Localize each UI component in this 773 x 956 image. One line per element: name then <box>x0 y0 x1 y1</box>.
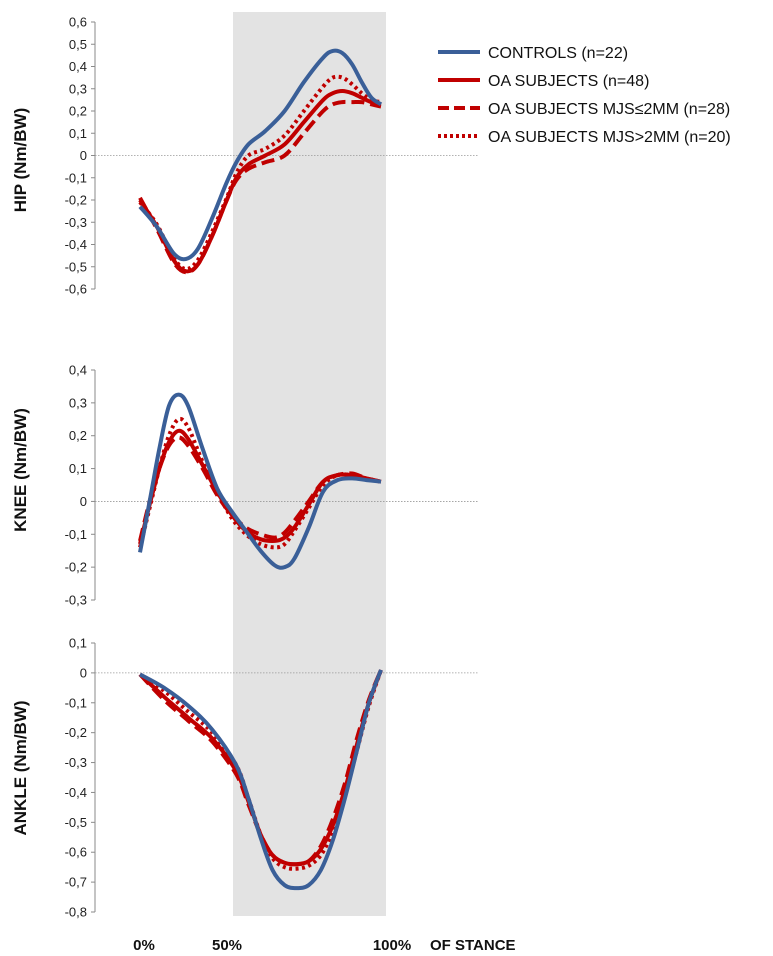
knee-y-tick-label: -0,2 <box>65 560 87 575</box>
knee-series-controls <box>138 392 382 570</box>
x-axis-labels: 0% 50% 100% OF STANCE <box>133 937 515 954</box>
knee-y-tick-label: 0 <box>80 494 87 509</box>
x-tick-label-0: 0% <box>133 937 155 954</box>
ankle-y-axis-label: ANKLE (Nm/BW) <box>11 700 30 835</box>
ankle-series-mjs-gt <box>138 669 383 871</box>
knee-panel: 0,4 0,3 0,2 0,1 0 -0,1 -0,2 -0,3 KNEE (Nm/BW) <box>11 363 478 608</box>
ankle-y-tick-label: -0,7 <box>65 875 87 890</box>
hip-y-tick-label: 0,6 <box>69 15 87 30</box>
hip-y-tick-label: -0,4 <box>65 237 87 252</box>
hip-series-mjs-le <box>138 99 382 275</box>
ankle-y-tick-label: -0,5 <box>65 815 87 830</box>
legend: CONTROLS (n=22) OA SUBJECTS (n=48) OA SU… <box>438 45 731 146</box>
legend-item-oa: OA SUBJECTS (n=48) <box>438 73 649 90</box>
ankle-y-tick-label: -0,1 <box>65 695 87 710</box>
hip-y-tick-label: 0,4 <box>69 59 87 74</box>
ankle-y-ticks: 0,1 0 -0,1 -0,2 -0,3 -0,4 -0,5 -0,6 -0,7 -0,8 <box>65 636 478 920</box>
knee-series-oa <box>138 428 382 545</box>
hip-series-oa <box>138 89 382 274</box>
hip-panel: 0,6 0,5 0,4 0,3 0,2 0,1 0 -0,1 -0,2 -0,3 -0,4 -0,5 -… <box>11 15 478 297</box>
hip-y-tick-label: 0,5 <box>69 37 87 52</box>
knee-y-tick-label: 0,1 <box>69 461 87 476</box>
legend-item-controls: CONTROLS (n=22) <box>438 45 628 62</box>
ankle-y-tick-label: -0,6 <box>65 845 87 860</box>
knee-y-axis-label: KNEE (Nm/BW) <box>11 408 30 532</box>
legend-label-oa: OA SUBJECTS (n=48) <box>488 73 649 90</box>
x-axis-label: OF STANCE <box>430 937 516 954</box>
x-tick-label-50: 50% <box>212 937 242 954</box>
hip-series-controls <box>138 48 383 262</box>
hip-series <box>138 48 383 275</box>
hip-y-tick-label: 0,2 <box>69 104 87 119</box>
hip-y-tick-label: 0 <box>80 148 87 163</box>
hip-y-tick-label: 0,3 <box>69 81 87 96</box>
ankle-y-tick-label: -0,4 <box>65 785 87 800</box>
knee-y-tick-label: 0,4 <box>69 363 87 378</box>
knee-series <box>138 392 382 570</box>
legend-label-mjs-le: OA SUBJECTS MJS≤2MM (n=28) <box>488 101 730 118</box>
shaded-region <box>233 12 386 916</box>
legend-label-mjs-gt: OA SUBJECTS MJS>2MM (n=20) <box>488 129 731 146</box>
ankle-y-tick-label: -0,8 <box>65 905 87 920</box>
ankle-series-controls <box>139 669 383 891</box>
ankle-y-tick-label: 0,1 <box>69 636 87 651</box>
knee-y-tick-label: -0,1 <box>65 527 87 542</box>
knee-y-tick-label: 0,2 <box>69 428 87 443</box>
hip-y-axis-label: HIP (Nm/BW) <box>11 108 30 213</box>
hip-y-tick-label: -0,1 <box>65 170 87 185</box>
ankle-y-tick-label: -0,2 <box>65 725 87 740</box>
ankle-panel: 0,1 0 -0,1 -0,2 -0,3 -0,4 -0,5 -0,6 -0,7 -0,8 ANK… <box>11 636 478 920</box>
hip-y-ticks: 0,6 0,5 0,4 0,3 0,2 0,1 0 -0,1 -0,2 -0,3 -0,4 -0,5 -… <box>65 15 478 297</box>
hip-y-tick-label: -0,5 <box>65 259 87 274</box>
hip-y-tick-label: -0,2 <box>65 193 87 208</box>
knee-y-ticks: 0,4 0,3 0,2 0,1 0 -0,1 -0,2 -0,3 <box>65 363 478 608</box>
knee-y-tick-label: 0,3 <box>69 395 87 410</box>
hip-y-tick-label: -0,6 <box>65 282 87 297</box>
legend-item-mjs-gt: OA SUBJECTS MJS>2MM (n=20) <box>438 129 731 146</box>
hip-y-tick-label: 0,1 <box>69 126 87 141</box>
x-tick-label-100: 100% <box>373 937 411 954</box>
ankle-y-tick-label: -0,3 <box>65 755 87 770</box>
ankle-series <box>138 669 383 891</box>
knee-y-tick-label: -0,3 <box>65 593 87 608</box>
legend-label-controls: CONTROLS (n=22) <box>488 45 628 62</box>
ankle-y-tick-label: 0 <box>80 665 87 680</box>
legend-item-mjs-le: OA SUBJECTS MJS≤2MM (n=28) <box>438 101 730 118</box>
hip-series-mjs-gt <box>138 74 382 272</box>
hip-y-tick-label: -0,3 <box>65 215 87 230</box>
